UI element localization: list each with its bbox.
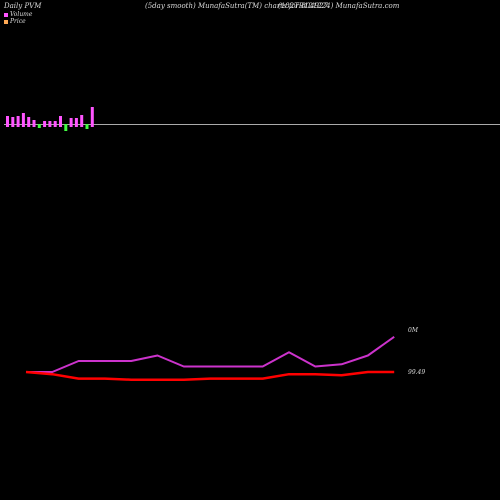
price-volume-lines	[25, 335, 395, 381]
volume-bar-stub	[21, 124, 25, 127]
legend-swatch-volume	[4, 12, 8, 17]
volume-bars	[6, 107, 94, 131]
chart-label-left: Daily PVM	[4, 2, 42, 10]
price-line	[25, 370, 395, 381]
volume-bar-stub	[32, 124, 36, 127]
volume-bar-stub	[27, 124, 31, 127]
chart-source: (182TB121224) MunafaSutra.com	[278, 2, 400, 10]
volume-bar-stub	[43, 124, 47, 127]
volume-line-label: 0M	[408, 327, 419, 334]
volume-bar-stub	[69, 124, 73, 127]
volume-bar	[48, 121, 52, 124]
volume-bar	[43, 121, 47, 124]
volume-bar	[27, 117, 31, 124]
volume-bar-stub	[80, 124, 84, 127]
volume-bar	[74, 118, 78, 124]
volume-bar	[6, 116, 9, 124]
volume-bar-stub	[74, 124, 78, 127]
volume-bar-stub	[11, 124, 15, 127]
volume-bar	[80, 115, 84, 124]
volume-bar	[11, 117, 15, 124]
volume-bar	[64, 124, 68, 131]
volume-bar	[69, 118, 73, 124]
legend-item-price: Price	[4, 18, 26, 25]
volume-bar	[37, 124, 41, 128]
chart-title: (5day smooth) MunafaSutra(TM) charts for…	[145, 2, 328, 10]
volume-bar	[32, 120, 36, 124]
volume-bar-stub	[90, 124, 94, 127]
volume-bar-stub	[53, 124, 57, 127]
legend-swatch-price	[4, 19, 8, 24]
volume-bar	[21, 113, 25, 124]
volume-line	[26, 335, 395, 373]
price-line-label: 99.49	[408, 369, 425, 376]
volume-bar-stub	[16, 124, 20, 127]
legend-label-price: Price	[10, 18, 26, 25]
volume-bar	[85, 124, 89, 129]
volume-bar	[53, 121, 57, 124]
volume-bar	[90, 107, 94, 124]
volume-bar-stub	[48, 124, 52, 127]
legend-item-volume: Volume	[4, 11, 32, 18]
volume-bar-stub	[59, 124, 62, 127]
legend-label-volume: Volume	[10, 11, 33, 18]
volume-bar	[59, 116, 62, 124]
volume-bar	[16, 116, 20, 124]
volume-bar-stub	[6, 124, 9, 127]
